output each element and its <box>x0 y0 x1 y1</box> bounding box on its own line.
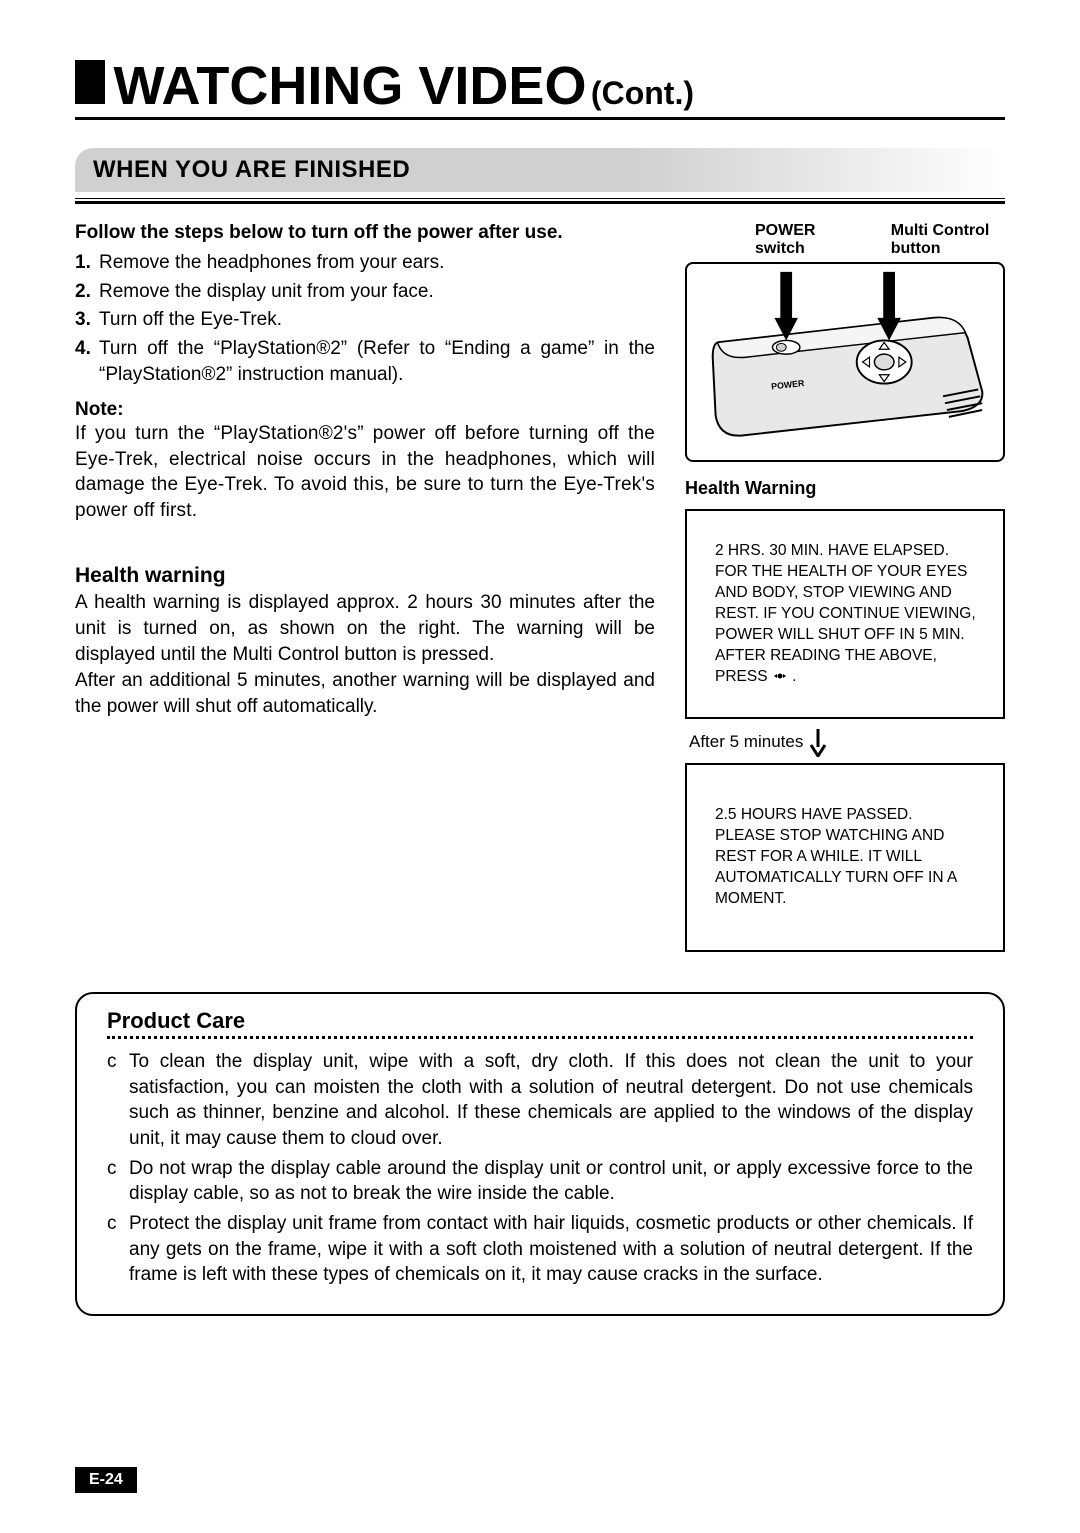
device-illustration: POWER <box>685 262 1005 462</box>
note-body: If you turn the “PlayStation®2's” power … <box>75 421 655 524</box>
press-button-icon <box>772 670 788 682</box>
steps-list: 1.Remove the headphones from your ears. … <box>75 250 655 389</box>
multi-control-label: Multi Control button <box>891 222 1005 258</box>
care-bullet: c <box>107 1049 129 1152</box>
page-number: E-24 <box>75 1467 137 1493</box>
health-warning-para1: A health warning is displayed approx. 2 … <box>75 590 655 669</box>
section-banner: WHEN YOU ARE FINISHED <box>75 148 1005 192</box>
health-warning-heading: Health warning <box>75 564 655 588</box>
content-columns: Follow the steps below to turn off the p… <box>75 222 1005 952</box>
power-switch-label-text: POWER switch <box>755 222 815 257</box>
step-number: 1. <box>75 250 99 277</box>
product-care-box: Product Care cTo clean the display unit,… <box>75 992 1005 1316</box>
warning1-line1: 2 HRS. 30 MIN. HAVE ELAPSED. <box>715 541 979 562</box>
warning1-line2: FOR THE HEALTH OF YOUR EYES AND BODY, ST… <box>715 562 979 646</box>
page-title-cont: (Cont.) <box>591 75 694 111</box>
device-svg: POWER <box>687 264 1003 460</box>
right-column: POWER switch Multi Control button POWER <box>685 222 1005 952</box>
warning1-line3-a: AFTER READING THE ABOVE, PRESS <box>715 647 937 685</box>
step-text: Remove the display unit from your face. <box>99 279 655 306</box>
step-text: Turn off the Eye-Trek. <box>99 307 655 334</box>
step-number: 4. <box>75 336 99 389</box>
section-banner-text: WHEN YOU ARE FINISHED <box>93 156 410 183</box>
arrow-down-icon <box>809 727 827 757</box>
page-title: WATCHING VIDEO <box>113 56 586 116</box>
note-heading: Note: <box>75 399 655 421</box>
warning1-line3: AFTER READING THE ABOVE, PRESS . <box>715 646 979 688</box>
multi-control-label-text: Multi Control button <box>891 222 990 257</box>
step-item: 1.Remove the headphones from your ears. <box>75 250 655 277</box>
care-bullet: c <box>107 1211 129 1288</box>
health-warning-para2: After an additional 5 minutes, another w… <box>75 668 655 720</box>
intro-text: Follow the steps below to turn off the p… <box>75 222 655 244</box>
care-item: cTo clean the display unit, wipe with a … <box>107 1049 973 1152</box>
care-item: cProtect the display unit frame from con… <box>107 1211 973 1288</box>
power-switch-label: POWER switch <box>755 222 841 258</box>
section-divider <box>75 198 1005 204</box>
health-warning-right-heading: Health Warning <box>685 478 1005 499</box>
device-labels: POWER switch Multi Control button <box>685 222 1005 258</box>
step-text: Turn off the “PlayStation®2” (Refer to “… <box>99 336 655 389</box>
dotted-divider <box>107 1036 973 1039</box>
step-item: 2.Remove the display unit from your face… <box>75 279 655 306</box>
product-care-title: Product Care <box>107 1008 973 1034</box>
after-5-min-row: After 5 minutes <box>689 727 1005 757</box>
step-text: Remove the headphones from your ears. <box>99 250 655 277</box>
care-text: Do not wrap the display cable around the… <box>129 1156 973 1207</box>
warning2-text: 2.5 HOURS HAVE PASSED. PLEASE STOP WATCH… <box>715 805 975 910</box>
after-5-min-label: After 5 minutes <box>689 732 803 752</box>
warning-box-2: 2.5 HOURS HAVE PASSED. PLEASE STOP WATCH… <box>685 763 1005 952</box>
warning-box-1: 2 HRS. 30 MIN. HAVE ELAPSED. FOR THE HEA… <box>685 509 1005 719</box>
care-bullet: c <box>107 1156 129 1207</box>
step-item: 3.Turn off the Eye-Trek. <box>75 307 655 334</box>
step-item: 4.Turn off the “PlayStation®2” (Refer to… <box>75 336 655 389</box>
warning1-line3-b: . <box>792 668 796 685</box>
left-column: Follow the steps below to turn off the p… <box>75 222 655 952</box>
step-number: 2. <box>75 279 99 306</box>
page-title-block: WATCHING VIDEO (Cont.) <box>75 55 1005 120</box>
care-item: cDo not wrap the display cable around th… <box>107 1156 973 1207</box>
title-bullet <box>75 60 105 104</box>
care-text: To clean the display unit, wipe with a s… <box>129 1049 973 1152</box>
step-number: 3. <box>75 307 99 334</box>
care-text: Protect the display unit frame from cont… <box>129 1211 973 1288</box>
